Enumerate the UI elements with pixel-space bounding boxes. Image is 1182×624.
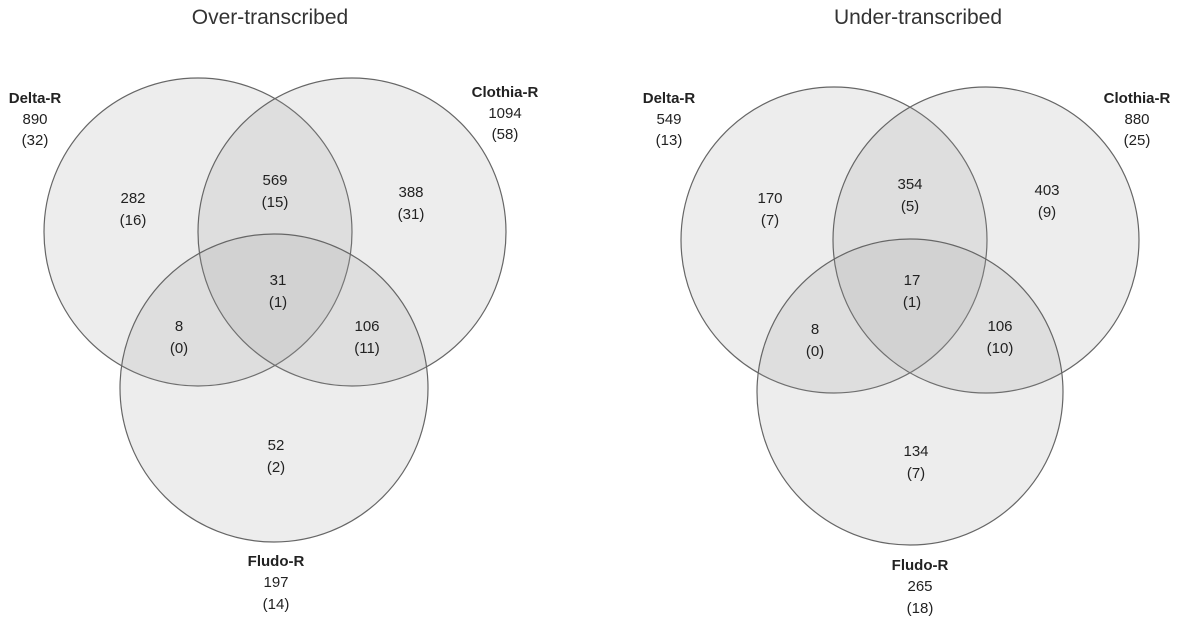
region-clothia-fludo-sub: (10) xyxy=(987,340,1014,357)
region-clothia-only-sub: (9) xyxy=(1038,204,1056,221)
set-sub-delta: (32) xyxy=(22,132,49,149)
region-delta-fludo-count: 8 xyxy=(175,318,183,335)
set-total-clothia: 1094 xyxy=(488,105,521,122)
region-fludo-only-sub: (7) xyxy=(907,465,925,482)
set-circle-clothia xyxy=(197,77,507,387)
region-all-three-sub: (1) xyxy=(269,294,287,311)
region-clothia-only-count: 403 xyxy=(1034,182,1059,199)
region-clothia-fludo-sub: (11) xyxy=(354,340,380,357)
region-delta-fludo-count: 8 xyxy=(811,321,819,338)
set-label-clothia: Clothia-R xyxy=(472,84,539,101)
region-delta-clothia-sub: (5) xyxy=(901,198,919,215)
region-clothia-fludo-count: 106 xyxy=(987,318,1012,335)
set-total-delta: 890 xyxy=(22,111,47,128)
venn-diagram-under: Under-transcribed Delta-R 549 (13) Cloth… xyxy=(643,6,1171,617)
region-delta-clothia-count: 354 xyxy=(897,176,922,193)
region-fludo-only-sub: (2) xyxy=(267,459,285,476)
set-total-clothia: 880 xyxy=(1124,111,1149,128)
set-sub-fludo: (18) xyxy=(907,600,934,617)
set-total-fludo: 265 xyxy=(907,578,932,595)
set-circle-delta xyxy=(680,86,988,394)
set-sub-delta: (13) xyxy=(656,132,683,149)
region-delta-clothia-sub: (15) xyxy=(262,194,289,211)
set-circle-fludo xyxy=(756,238,1064,546)
set-label-delta: Delta-R xyxy=(643,90,696,107)
region-clothia-fludo-count: 106 xyxy=(354,318,379,335)
set-sub-clothia: (58) xyxy=(492,126,519,143)
region-delta-only-sub: (7) xyxy=(761,212,779,229)
region-all-three-count: 31 xyxy=(270,272,287,289)
set-total-delta: 549 xyxy=(656,111,681,128)
set-total-fludo: 197 xyxy=(263,574,288,591)
set-sub-clothia: (25) xyxy=(1124,132,1151,149)
set-label-delta: Delta-R xyxy=(9,90,62,107)
region-clothia-only-count: 388 xyxy=(398,184,423,201)
region-delta-clothia-count: 569 xyxy=(262,172,287,189)
region-all-three-count: 17 xyxy=(904,272,921,289)
venn-diagram-over: Over-transcribed Delta-R 890 (32) Clothi… xyxy=(9,6,539,613)
set-label-fludo: Fludo-R xyxy=(248,553,305,570)
set-circle-fludo xyxy=(119,233,429,543)
region-delta-only-count: 282 xyxy=(120,190,145,207)
diagram-title: Over-transcribed xyxy=(192,6,348,29)
region-delta-fludo-sub: (0) xyxy=(170,340,188,357)
region-clothia-only-sub: (31) xyxy=(398,206,425,223)
set-sub-fludo: (14) xyxy=(263,596,290,613)
region-delta-only-count: 170 xyxy=(757,190,782,207)
set-label-clothia: Clothia-R xyxy=(1104,90,1171,107)
region-delta-only-sub: (16) xyxy=(120,212,147,229)
set-label-fludo: Fludo-R xyxy=(892,557,949,574)
region-all-three-sub: (1) xyxy=(903,294,921,311)
set-circle-clothia xyxy=(832,86,1140,394)
region-fludo-only-count: 134 xyxy=(903,443,928,460)
region-fludo-only-count: 52 xyxy=(268,437,285,454)
diagram-title: Under-transcribed xyxy=(834,6,1002,29)
region-delta-fludo-sub: (0) xyxy=(806,343,824,360)
